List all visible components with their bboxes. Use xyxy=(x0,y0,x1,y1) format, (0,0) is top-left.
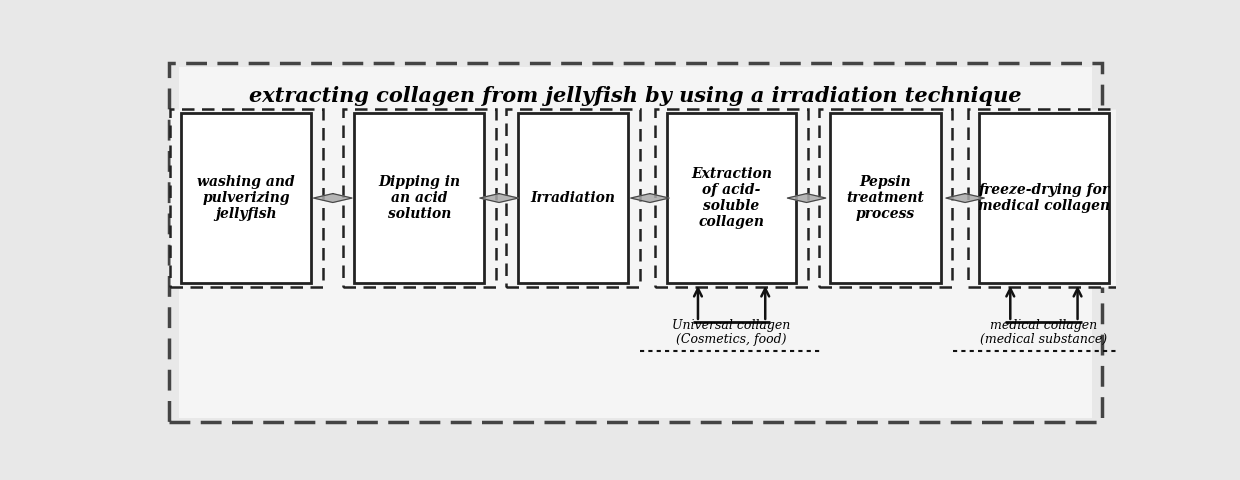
Text: medical collagen: medical collagen xyxy=(991,319,1097,332)
Text: washing and
pulverizing
jellyfish: washing and pulverizing jellyfish xyxy=(197,175,295,221)
Bar xyxy=(830,113,941,283)
Bar xyxy=(818,108,952,288)
Polygon shape xyxy=(480,193,518,203)
Bar xyxy=(181,113,311,283)
Bar xyxy=(518,113,629,283)
Bar xyxy=(343,108,496,288)
Text: Irradiation: Irradiation xyxy=(531,191,615,205)
Text: freeze-drying for
medical collagen: freeze-drying for medical collagen xyxy=(978,183,1110,213)
Text: Extraction
of acid-
soluble
collagen: Extraction of acid- soluble collagen xyxy=(691,167,773,229)
Text: Universal collagen: Universal collagen xyxy=(672,319,791,332)
Text: Pepsin
treatment
process: Pepsin treatment process xyxy=(847,175,924,221)
Bar xyxy=(967,108,1120,288)
Polygon shape xyxy=(314,193,352,203)
Bar xyxy=(170,108,322,288)
Text: (medical substance): (medical substance) xyxy=(981,333,1107,346)
Text: extracting collagen from jellyfish by using a irradiation technique: extracting collagen from jellyfish by us… xyxy=(249,86,1022,107)
Bar xyxy=(980,113,1109,283)
Bar xyxy=(655,108,808,288)
Polygon shape xyxy=(787,193,826,203)
Text: Dipping in
an acid
solution: Dipping in an acid solution xyxy=(378,175,460,221)
Polygon shape xyxy=(631,193,670,203)
Bar xyxy=(667,113,796,283)
Bar xyxy=(355,113,484,283)
Text: (Cosmetics, food): (Cosmetics, food) xyxy=(676,333,787,346)
Polygon shape xyxy=(946,193,985,203)
Bar xyxy=(506,108,640,288)
